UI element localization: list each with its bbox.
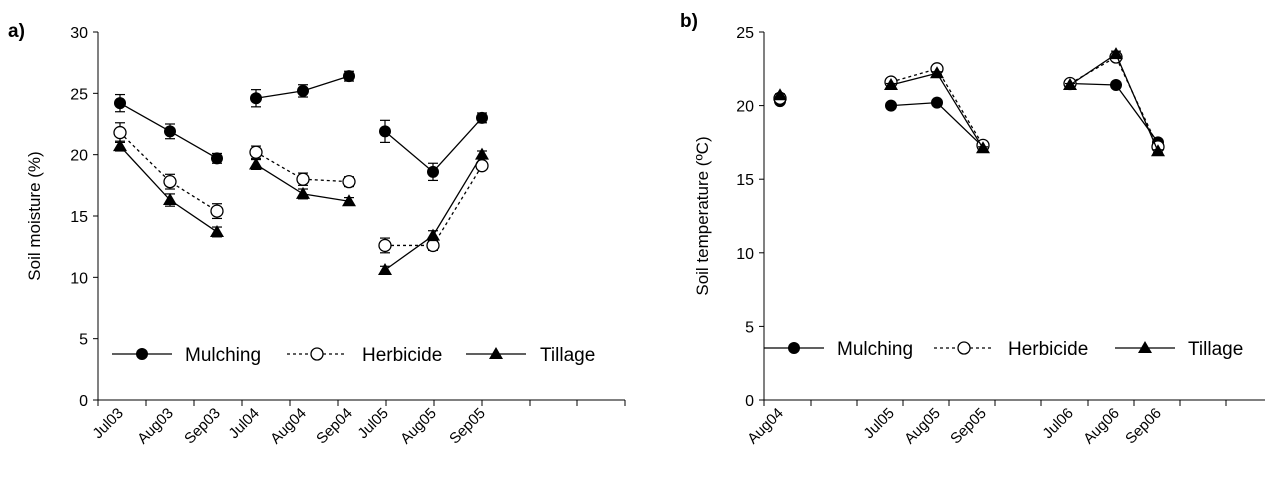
x-tick-label: Jul06 <box>1039 405 1076 442</box>
legend-label: Mulching <box>185 345 261 366</box>
y-tick-label: 20 <box>70 148 88 165</box>
x-tick-label: Aug04 <box>744 405 787 448</box>
data-point <box>164 125 176 138</box>
data-point <box>163 193 177 206</box>
data-point <box>343 70 355 83</box>
x-tick-label: Sep05 <box>446 405 489 448</box>
x-tick-label: Sep05 <box>947 405 990 448</box>
y-tick-label: 20 <box>736 99 754 116</box>
legend-marker <box>310 347 324 361</box>
data-point <box>211 152 223 165</box>
legend-marker <box>136 348 148 360</box>
series-herbicide <box>773 50 1165 154</box>
legend-marker <box>489 347 503 359</box>
x-tick-label: Aug05 <box>397 405 440 448</box>
data-point <box>296 186 310 199</box>
x-tick-label: Jul03 <box>89 405 126 442</box>
series-line <box>890 72 984 149</box>
y-tick-label: 0 <box>745 393 754 410</box>
data-point <box>1063 77 1077 90</box>
data-point <box>930 66 944 79</box>
series-tillage <box>113 139 489 275</box>
y-tick-label: 25 <box>736 25 754 42</box>
data-point <box>342 194 356 207</box>
y-tick-label: 0 <box>79 393 88 410</box>
series-line <box>1069 82 1159 143</box>
data-point <box>113 139 127 152</box>
data-point <box>426 238 440 253</box>
series-tillage <box>773 47 1165 157</box>
y-tick-label: 10 <box>70 270 88 287</box>
data-point <box>113 125 127 140</box>
data-point <box>297 84 309 97</box>
chart-panel-b: 0 5 10 15 20 25 Aug04 Jul05 Aug05 Sep05 Jul06 Aug06… <box>680 11 1265 447</box>
data-point <box>476 111 488 124</box>
y-tick-label: 25 <box>70 86 88 103</box>
data-point <box>426 228 440 241</box>
data-point <box>163 175 177 189</box>
x-tick-label: Sep04 <box>313 405 356 448</box>
x-tick-label: Aug03 <box>134 405 177 448</box>
data-point <box>931 96 943 109</box>
panel-label: a) <box>8 21 25 42</box>
x-tick-label: Aug06 <box>1080 405 1123 448</box>
legend-label: Herbicide <box>362 345 442 366</box>
y-tick-label: 30 <box>70 25 88 42</box>
y-tick-label: 5 <box>79 332 88 349</box>
data-point <box>884 77 898 90</box>
y-axis-label: Soil temperature (ºC) <box>693 136 712 295</box>
legend-label: Tillage <box>1188 339 1243 360</box>
data-point <box>773 88 787 101</box>
legend-label: Mulching <box>837 339 913 360</box>
x-tick-label: Jul04 <box>225 405 262 442</box>
data-point <box>210 204 224 218</box>
y-tick-label: 15 <box>70 209 88 226</box>
y-axis-label: Soil moisture (%) <box>25 151 44 280</box>
data-point <box>885 99 897 112</box>
x-tick-label: Aug04 <box>267 405 310 448</box>
data-point <box>114 97 126 110</box>
data-point <box>378 262 392 275</box>
x-tick-label: Sep06 <box>1122 405 1165 448</box>
data-point <box>475 147 489 160</box>
x-tick-label: Aug05 <box>901 405 944 448</box>
series-line <box>1069 53 1159 152</box>
data-point <box>210 224 224 237</box>
legend-label: Herbicide <box>1008 339 1088 360</box>
series-line <box>1069 56 1159 148</box>
data-point <box>296 172 310 186</box>
data-point <box>250 92 262 105</box>
data-point <box>976 141 990 154</box>
panel-label: b) <box>680 11 698 32</box>
x-tick-label: Jul05 <box>860 405 897 442</box>
series-mulching <box>774 77 1164 153</box>
series-mulching <box>114 70 488 182</box>
x-tick-label: Jul05 <box>354 405 391 442</box>
legend-marker <box>1138 341 1152 353</box>
legend: Mulching Herbicide Tillage <box>112 345 595 366</box>
legend-label: Tillage <box>540 345 595 366</box>
data-point <box>378 238 392 253</box>
y-tick-label: 10 <box>736 246 754 263</box>
legend-marker <box>957 341 971 355</box>
data-point <box>1151 144 1165 157</box>
data-point <box>249 145 263 159</box>
data-point <box>1110 78 1122 91</box>
y-tick-label: 5 <box>745 319 754 336</box>
data-point <box>1109 47 1123 60</box>
data-point <box>249 157 263 170</box>
y-tick-label: 15 <box>736 172 754 189</box>
legend-marker <box>788 342 800 354</box>
data-point <box>427 165 439 178</box>
data-point <box>342 175 356 189</box>
data-point <box>379 125 391 138</box>
x-tick-label: Sep03 <box>181 405 224 448</box>
legend: Mulching Herbicide Tillage <box>764 339 1243 360</box>
